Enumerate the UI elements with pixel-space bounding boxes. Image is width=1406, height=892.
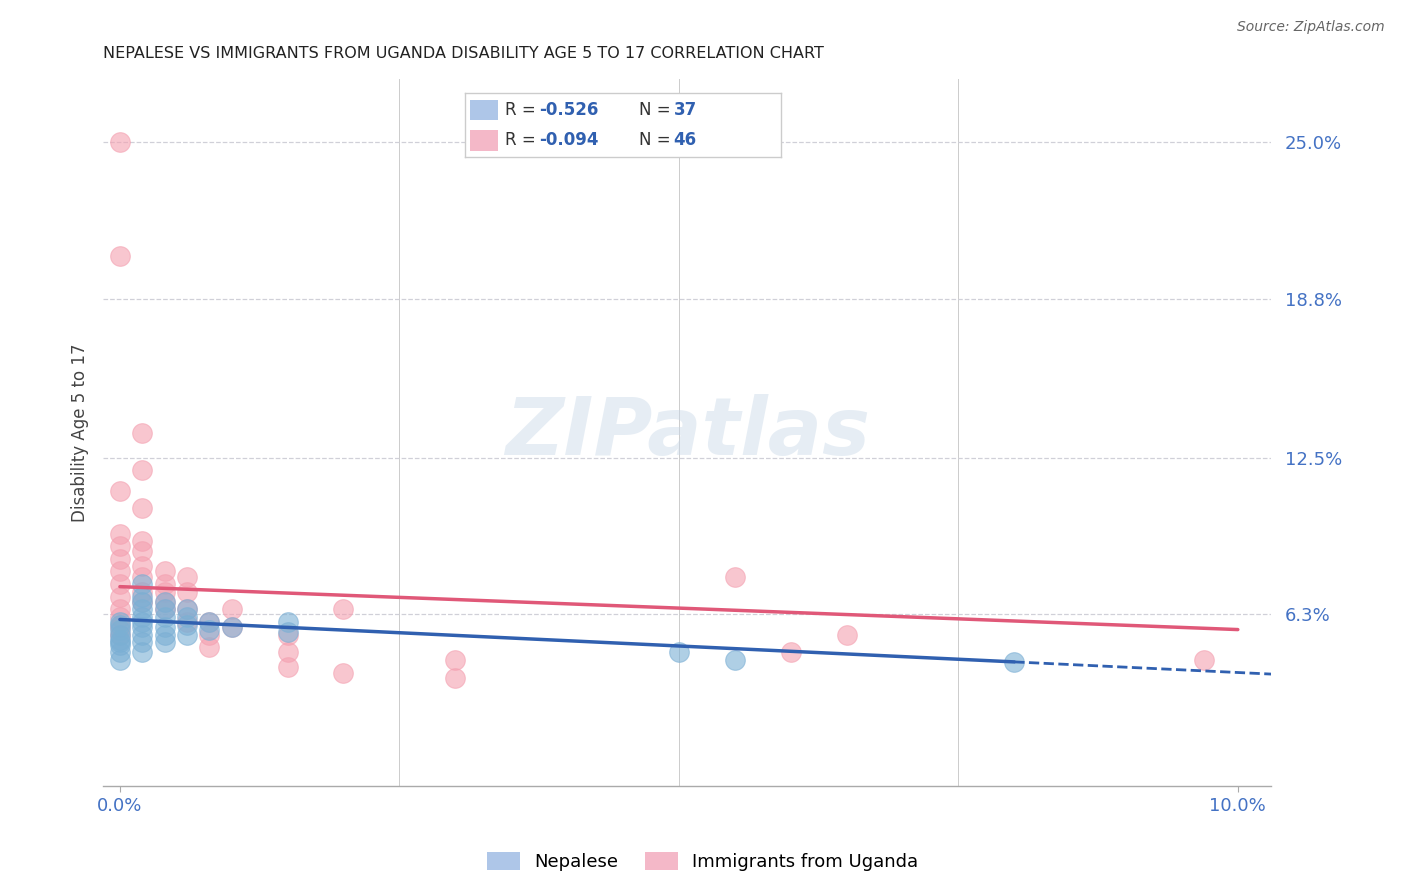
- Point: [108, 590, 131, 604]
- Point: [153, 602, 176, 616]
- Point: [198, 615, 221, 629]
- Point: [108, 617, 131, 632]
- Point: [176, 569, 198, 583]
- Point: [176, 584, 198, 599]
- Text: NEPALESE VS IMMIGRANTS FROM UGANDA DISABILITY AGE 5 TO 17 CORRELATION CHART: NEPALESE VS IMMIGRANTS FROM UGANDA DISAB…: [103, 46, 824, 62]
- Point: [724, 653, 747, 667]
- Point: [153, 595, 176, 609]
- Point: [332, 665, 354, 680]
- Point: [131, 559, 153, 574]
- Point: [277, 627, 299, 641]
- Point: [198, 640, 221, 655]
- Point: [153, 602, 176, 616]
- Point: [131, 590, 153, 604]
- Point: [131, 595, 153, 609]
- Point: [668, 645, 690, 659]
- Point: [176, 602, 198, 616]
- Point: [131, 615, 153, 629]
- Point: [108, 539, 131, 553]
- Point: [277, 615, 299, 629]
- Point: [131, 569, 153, 583]
- Point: [108, 653, 131, 667]
- Point: [835, 627, 858, 641]
- Point: [131, 584, 153, 599]
- Point: [176, 615, 198, 629]
- Point: [198, 623, 221, 637]
- Point: [153, 627, 176, 641]
- Point: [131, 463, 153, 477]
- Point: [131, 577, 153, 591]
- Point: [108, 615, 131, 629]
- Point: [108, 526, 131, 541]
- Legend: Nepalese, Immigrants from Uganda: Nepalese, Immigrants from Uganda: [481, 845, 925, 879]
- Point: [131, 544, 153, 558]
- Point: [108, 249, 131, 263]
- Point: [108, 620, 131, 634]
- Point: [108, 135, 131, 149]
- Point: [277, 625, 299, 640]
- Point: [108, 632, 131, 647]
- Point: [153, 610, 176, 624]
- Point: [444, 653, 467, 667]
- Point: [131, 602, 153, 616]
- Point: [779, 645, 801, 659]
- Point: [332, 602, 354, 616]
- Point: [153, 595, 176, 609]
- Point: [131, 595, 153, 609]
- Point: [153, 565, 176, 579]
- Point: [153, 635, 176, 649]
- Point: [108, 602, 131, 616]
- Point: [198, 615, 221, 629]
- Point: [153, 577, 176, 591]
- Point: [108, 610, 131, 624]
- Point: [221, 620, 243, 634]
- Point: [108, 635, 131, 649]
- Point: [131, 610, 153, 624]
- Point: [108, 645, 131, 659]
- Point: [277, 660, 299, 674]
- Point: [221, 602, 243, 616]
- Point: [176, 627, 198, 641]
- Point: [1194, 653, 1216, 667]
- Point: [221, 620, 243, 634]
- Point: [131, 425, 153, 440]
- Point: [724, 569, 747, 583]
- Point: [108, 623, 131, 637]
- Point: [108, 577, 131, 591]
- Point: [131, 534, 153, 549]
- Y-axis label: Disability Age 5 to 17: Disability Age 5 to 17: [72, 343, 89, 522]
- Point: [198, 627, 221, 641]
- Point: [131, 620, 153, 634]
- Point: [131, 645, 153, 659]
- Point: [131, 501, 153, 516]
- Point: [1002, 656, 1025, 670]
- Point: [153, 620, 176, 634]
- Point: [176, 602, 198, 616]
- Point: [108, 627, 131, 641]
- Point: [444, 671, 467, 685]
- Point: [176, 610, 198, 624]
- Point: [131, 627, 153, 641]
- Point: [131, 635, 153, 649]
- Text: ZIPatlas: ZIPatlas: [505, 393, 870, 472]
- Point: [108, 552, 131, 566]
- Point: [176, 617, 198, 632]
- Point: [108, 565, 131, 579]
- Point: [153, 584, 176, 599]
- Point: [108, 483, 131, 498]
- Point: [277, 645, 299, 659]
- Point: [108, 638, 131, 652]
- Text: Source: ZipAtlas.com: Source: ZipAtlas.com: [1237, 20, 1385, 34]
- Point: [108, 627, 131, 641]
